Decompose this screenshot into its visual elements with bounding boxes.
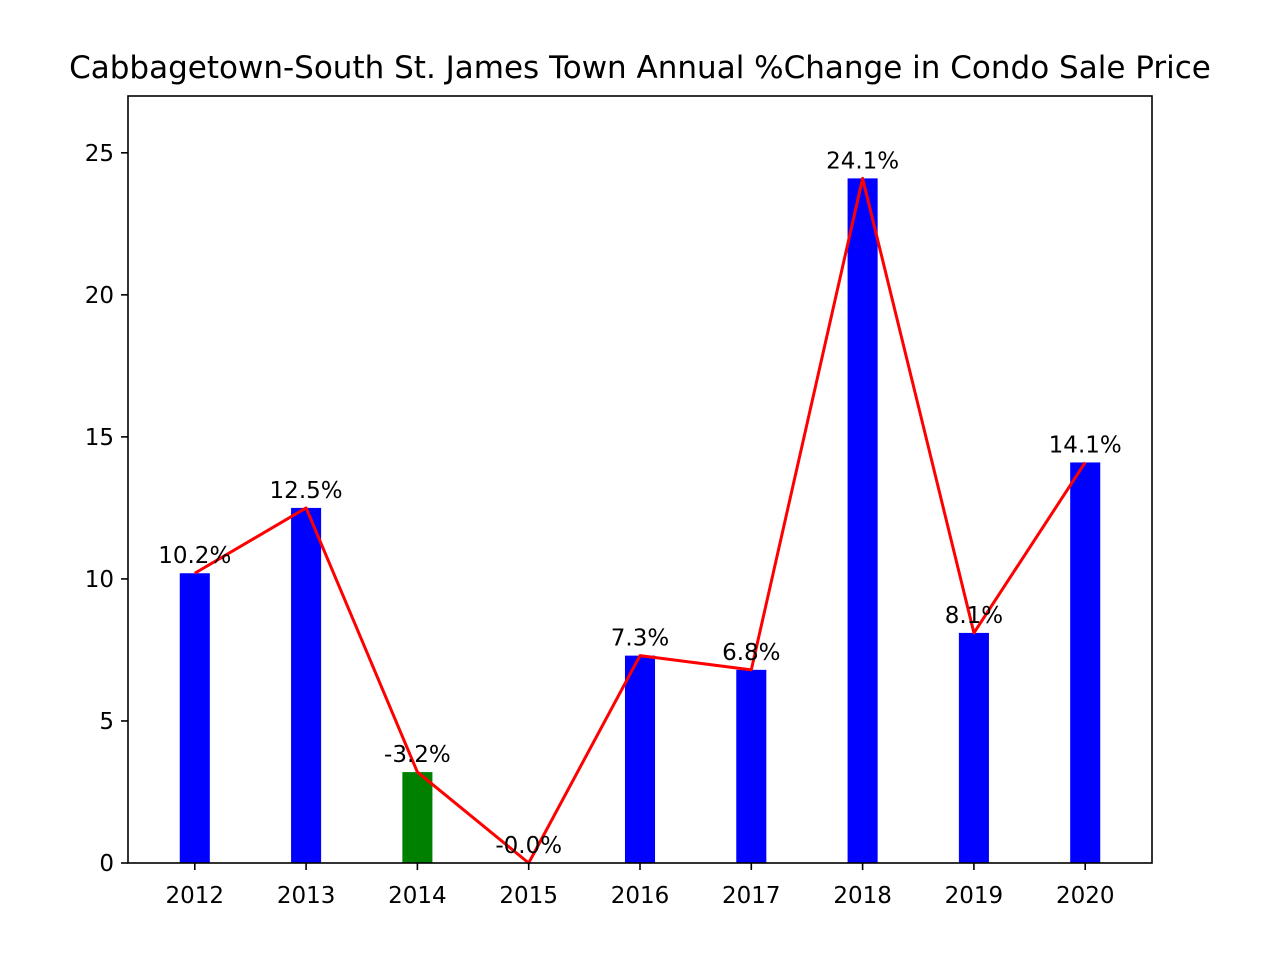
y-tick-label: 20	[85, 283, 114, 309]
y-tick-label: 25	[85, 141, 114, 167]
bar-2020	[1070, 462, 1101, 863]
y-tick-label: 15	[85, 425, 114, 451]
x-axis: 2012 2013 2014 2015 2016 2017 2018 2019 2020	[166, 863, 1115, 909]
data-label-2012: 10.2%	[158, 543, 231, 569]
x-tick-label: 2012	[166, 883, 225, 909]
x-tick-label: 2015	[499, 883, 558, 909]
y-tick-label: 5	[99, 709, 114, 735]
x-tick-label: 2013	[277, 883, 336, 909]
data-label-2015: -0.0%	[495, 833, 562, 859]
x-tick-label: 2014	[388, 883, 447, 909]
data-label-2018: 24.1%	[826, 148, 899, 174]
data-label-2020: 14.1%	[1049, 432, 1122, 458]
bars-group	[179, 178, 1101, 864]
y-axis: 0 5 10 15 20 25	[85, 141, 128, 877]
data-label-2016: 7.3%	[611, 626, 669, 652]
bar-2017	[736, 669, 767, 863]
bar-2018	[847, 178, 878, 864]
y-tick-label: 0	[99, 851, 114, 877]
chart-title: Cabbagetown-South St. James Town Annual …	[69, 50, 1211, 86]
bar-2012	[179, 573, 210, 863]
data-labels-group: 10.2% 12.5% -3.2% -0.0% 7.3% 6.8% 24.1% 8.1% 14.…	[158, 148, 1122, 859]
bar-2019	[958, 632, 989, 863]
x-tick-label: 2018	[833, 883, 892, 909]
bar-2016	[624, 655, 656, 863]
y-tick-label: 10	[85, 567, 114, 593]
trend-line-group	[194, 176, 1087, 865]
x-tick-label: 2016	[611, 883, 670, 909]
x-tick-label: 2017	[722, 883, 781, 909]
x-tick-label: 2020	[1056, 883, 1115, 909]
data-label-2019: 8.1%	[945, 603, 1003, 629]
plot-frame	[127, 95, 1153, 864]
trend-line	[194, 176, 1087, 865]
bar-2013	[291, 507, 322, 863]
bar-2014	[402, 772, 433, 863]
x-tick-label: 2019	[945, 883, 1004, 909]
data-label-2013: 12.5%	[270, 478, 343, 504]
data-label-2014: -3.2%	[384, 742, 451, 768]
data-label-2017: 6.8%	[722, 640, 780, 666]
